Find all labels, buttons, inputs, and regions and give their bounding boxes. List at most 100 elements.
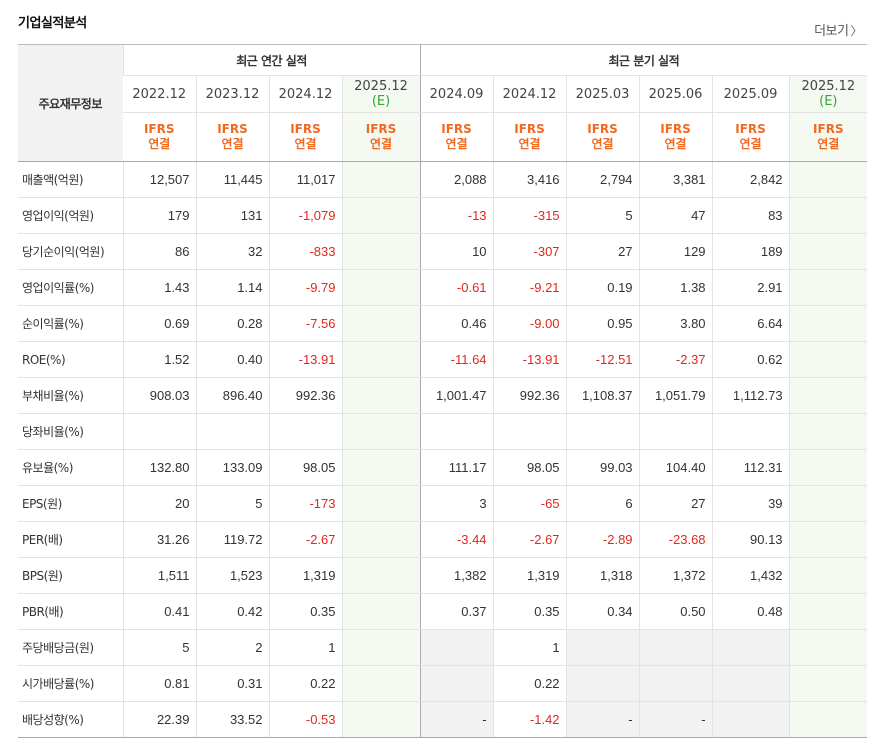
row-label: 부채비율(%) — [18, 377, 123, 414]
table-cell — [341, 341, 421, 378]
table-cell: -7.56 — [268, 305, 342, 342]
accounting-standard: IFRS 연결 — [638, 112, 713, 162]
table-cell: -1,079 — [268, 197, 342, 234]
accounting-standard: IFRS 연결 — [492, 112, 567, 162]
table-cell: 6.64 — [711, 305, 790, 342]
table-cell: 1,382 — [419, 557, 494, 594]
table-cell: 0.19 — [565, 269, 640, 306]
table-cell: -65 — [492, 485, 567, 522]
table-cell: 1,319 — [268, 557, 342, 594]
table-cell: 133.09 — [195, 449, 269, 486]
table-cell: -11.64 — [419, 341, 494, 378]
consolidation-label: 연결 — [817, 137, 840, 151]
table-cell: - — [565, 701, 640, 738]
table-cell: 131 — [195, 197, 269, 234]
table-cell: 179 — [122, 197, 196, 234]
table-cell — [419, 665, 494, 702]
table-cell: -833 — [268, 233, 342, 270]
table-cell — [341, 413, 421, 450]
table-cell — [711, 413, 790, 450]
table-cell — [788, 449, 868, 486]
table-cell: - — [419, 701, 494, 738]
period-label: 2024.12 — [502, 86, 557, 102]
table-cell — [788, 305, 868, 342]
table-cell — [341, 197, 421, 234]
table-cell — [788, 377, 868, 414]
period-header: 2025.09 — [711, 75, 790, 113]
table-cell: 10 — [419, 233, 494, 270]
table-cell — [341, 593, 421, 630]
table-cell: -3.44 — [419, 521, 494, 558]
table-cell: 992.36 — [268, 377, 342, 414]
period-label: 2023.12 — [205, 86, 260, 102]
consolidation-label: 연결 — [148, 137, 171, 151]
accounting-standard: IFRS 연결 — [268, 112, 342, 162]
table-cell — [788, 197, 868, 234]
table-cell: 104.40 — [638, 449, 713, 486]
table-row: 주당배당금(원) 5 2 1 1 — [18, 629, 868, 666]
table-cell: -13.91 — [268, 341, 342, 378]
table-cell: 0.22 — [492, 665, 567, 702]
row-label: 배당성향(%) — [18, 701, 123, 738]
table-cell: 0.35 — [492, 593, 567, 630]
accounting-standard-label: IFRS — [660, 122, 691, 136]
accounting-standard: IFRS 연결 — [341, 112, 421, 162]
accounting-standard-label: IFRS — [735, 122, 766, 136]
table-cell: 5 — [122, 629, 196, 666]
table-cell: 896.40 — [195, 377, 269, 414]
table-cell: -307 — [492, 233, 567, 270]
table-cell: 0.50 — [638, 593, 713, 630]
more-link[interactable]: 더보기 〉 — [814, 20, 862, 39]
table-cell: 0.41 — [122, 593, 196, 630]
table-cell: 2.91 — [711, 269, 790, 306]
table-cell — [419, 413, 494, 450]
table-cell — [268, 413, 342, 450]
table-row: ROE(%) 1.52 0.40 -13.91 -11.64 -13.91 -12.51 -2… — [18, 341, 868, 378]
table-cell: 0.22 — [268, 665, 342, 702]
table-cell: -1.42 — [492, 701, 567, 738]
table-cell: 1.14 — [195, 269, 269, 306]
table-cell: -9.79 — [268, 269, 342, 306]
table-cell — [341, 665, 421, 702]
table-cell: 11,017 — [268, 161, 342, 198]
table-cell — [788, 665, 868, 702]
table-cell: 3,416 — [492, 161, 567, 198]
table-cell: 5 — [195, 485, 269, 522]
accounting-standard-label: IFRS — [217, 122, 248, 136]
table-cell: -2.37 — [638, 341, 713, 378]
table-cell — [711, 665, 790, 702]
table-cell — [341, 269, 421, 306]
table-cell: 33.52 — [195, 701, 269, 738]
table-row: PER(배) 31.26 119.72 -2.67 -3.44 -2.67 -2.89 -23… — [18, 521, 868, 558]
table-cell — [788, 701, 868, 738]
table-cell — [492, 413, 567, 450]
table-cell: 0.69 — [122, 305, 196, 342]
table-cell — [565, 413, 640, 450]
table-row: EPS(원) 20 5 -173 3 -65 6 27 39 — [18, 485, 868, 522]
table-cell — [711, 629, 790, 666]
table-cell: -2.89 — [565, 521, 640, 558]
table-cell — [565, 629, 640, 666]
table-cell: 31.26 — [122, 521, 196, 558]
financial-table: 주요재무정보 최근 연간 실적 최근 분기 실적 2022.12 2023.12 2… — [18, 44, 868, 738]
table-cell — [638, 413, 713, 450]
row-label: 영업이익률(%) — [18, 269, 123, 306]
accounting-standard: IFRS 연결 — [123, 112, 196, 162]
period-label: 2024.09 — [429, 86, 484, 102]
accounting-standard-label: IFRS — [441, 122, 472, 136]
table-cell: -9.00 — [492, 305, 567, 342]
table-cell: 6 — [565, 485, 640, 522]
period-header: 2023.12 — [195, 75, 269, 113]
table-cell: 1,523 — [195, 557, 269, 594]
table-cell — [122, 413, 196, 450]
table-cell: 39 — [711, 485, 790, 522]
table-cell: 22.39 — [122, 701, 196, 738]
accounting-standard-label: IFRS — [365, 122, 397, 136]
row-label: 당좌비율(%) — [18, 413, 123, 450]
period-label: 2022.12 — [132, 86, 187, 102]
table-cell: 0.42 — [195, 593, 269, 630]
row-header-label: 주요재무정보 — [18, 44, 123, 162]
table-cell: 1,051.79 — [638, 377, 713, 414]
table-cell: 3 — [419, 485, 494, 522]
row-label: 시가배당률(%) — [18, 665, 123, 702]
